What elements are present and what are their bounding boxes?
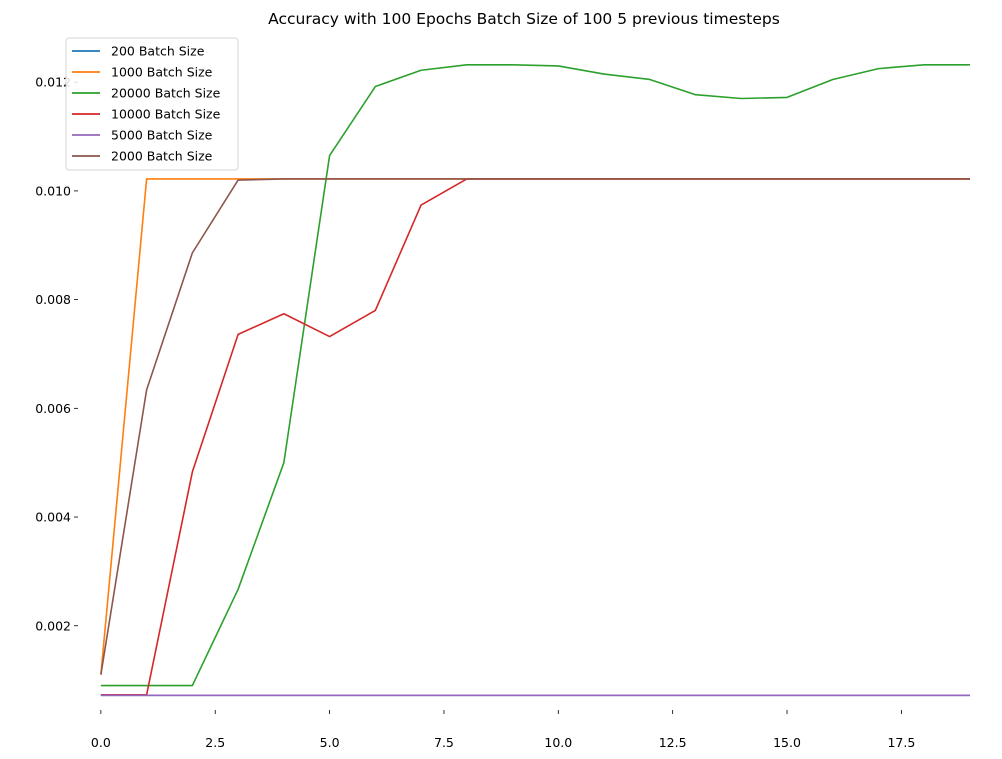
x-axis: 0.0 2.5 5.0 7.5 10.0 12.5 15.0 17.5 [91, 710, 915, 750]
x-tick-label: 5.0 [320, 735, 340, 750]
y-axis: 0.002 0.004 0.006 0.008 0.010 0.012 [35, 75, 78, 633]
y-tick-label: 0.006 [35, 401, 71, 416]
x-tick-label: 2.5 [205, 735, 225, 750]
y-tick-label: 0.012 [35, 75, 71, 90]
legend-label: 1000 Batch Size [111, 65, 213, 80]
x-tick-label: 0.0 [91, 735, 111, 750]
y-tick-label: 0.002 [35, 618, 71, 633]
x-tick-label: 17.5 [887, 735, 915, 750]
plot-area [100, 64, 970, 697]
legend-label: 5000 Batch Size [111, 128, 213, 143]
x-tick-label: 12.5 [659, 735, 687, 750]
legend-label: 10000 Batch Size [111, 107, 221, 122]
series-line-20000-batch-size [100, 64, 970, 687]
chart-title: Accuracy with 100 Epochs Batch Size of 1… [268, 10, 780, 28]
x-tick-label: 10.0 [544, 735, 572, 750]
y-tick-label: 0.008 [35, 292, 71, 307]
x-tick-label: 7.5 [434, 735, 454, 750]
legend-box [65, 37, 239, 171]
y-tick-label: 0.010 [35, 183, 71, 198]
series-line-2000-batch-size [100, 178, 970, 675]
legend-label: 200 Batch Size [111, 44, 205, 59]
legend: 200 Batch Size 1000 Batch Size 20000 Batch… [65, 37, 239, 171]
legend-label: 2000 Batch Size [111, 149, 213, 164]
x-tick-label: 15.0 [773, 735, 801, 750]
y-tick-label: 0.004 [35, 510, 71, 525]
legend-label: 20000 Batch Size [111, 86, 221, 101]
